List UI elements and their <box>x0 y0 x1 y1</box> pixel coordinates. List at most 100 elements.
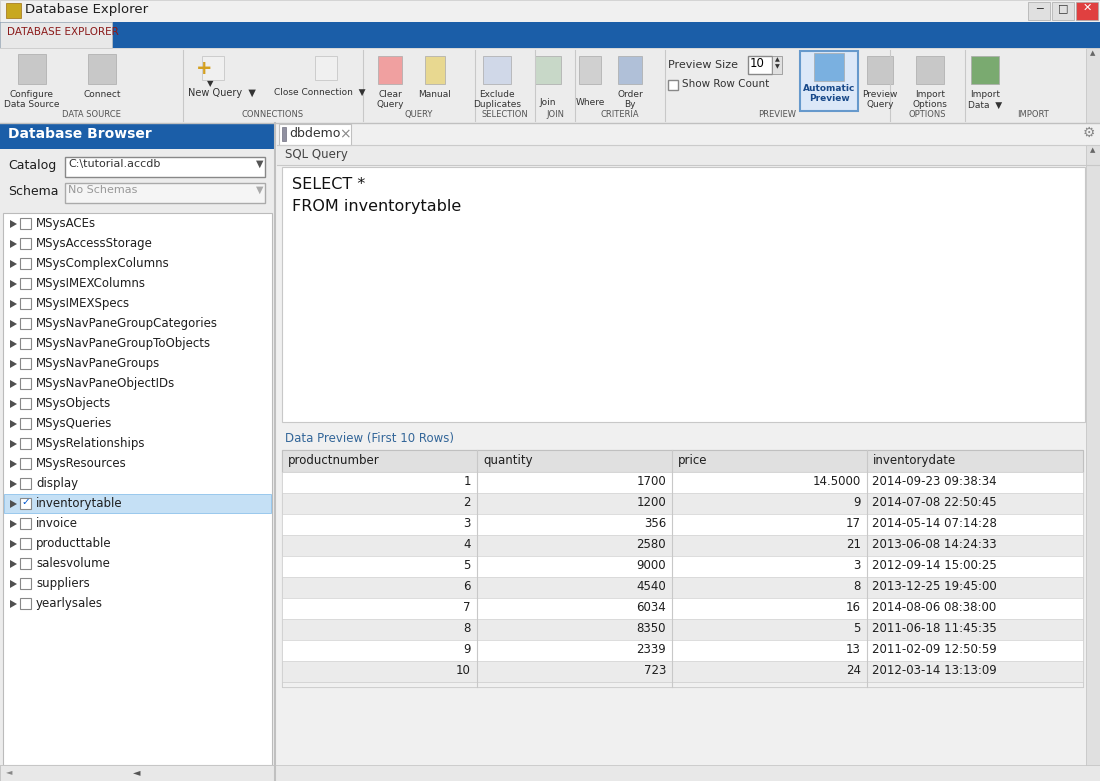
Bar <box>0 22 1100 48</box>
Text: salesvolume: salesvolume <box>36 557 110 570</box>
Bar <box>20 498 31 509</box>
Text: 9000: 9000 <box>637 559 666 572</box>
Text: MSysQueries: MSysQueries <box>36 417 112 430</box>
Text: QUERY: QUERY <box>405 110 433 119</box>
Bar <box>20 578 31 589</box>
Text: 3: 3 <box>854 559 861 572</box>
Bar <box>668 80 678 90</box>
Text: inventorytable: inventorytable <box>36 497 122 510</box>
Text: PREVIEW: PREVIEW <box>759 110 796 119</box>
Text: Show Row Count: Show Row Count <box>682 79 769 89</box>
Bar <box>20 278 31 289</box>
Bar <box>535 56 561 84</box>
Bar <box>0 765 275 781</box>
Text: Import
Data  ▼: Import Data ▼ <box>968 90 1002 109</box>
Text: 2012-09-14 15:00:25: 2012-09-14 15:00:25 <box>872 559 997 572</box>
Text: 723: 723 <box>644 664 666 677</box>
Bar <box>282 577 1084 598</box>
Text: yearlysales: yearlysales <box>36 597 103 610</box>
Text: Automatic
Preview: Automatic Preview <box>803 84 855 103</box>
Bar <box>4 494 271 513</box>
Bar <box>971 56 999 84</box>
Bar <box>20 438 31 449</box>
Text: SQL Query: SQL Query <box>285 148 348 161</box>
Text: 3: 3 <box>463 517 471 530</box>
Bar <box>579 56 601 84</box>
Bar <box>20 398 31 409</box>
Bar <box>20 298 31 309</box>
Text: ▼: ▼ <box>256 159 264 169</box>
Text: ▼: ▼ <box>774 64 780 69</box>
Bar <box>282 661 1084 682</box>
Bar <box>282 619 1084 640</box>
Text: 2011-06-18 11:45:35: 2011-06-18 11:45:35 <box>872 622 997 635</box>
Polygon shape <box>10 540 16 548</box>
Bar <box>20 358 31 369</box>
Bar <box>20 538 31 549</box>
Polygon shape <box>10 500 16 508</box>
Text: MSysAccessStorage: MSysAccessStorage <box>36 237 153 250</box>
Text: Schema: Schema <box>8 185 58 198</box>
Text: Exclude
Duplicates: Exclude Duplicates <box>473 90 521 109</box>
Polygon shape <box>10 460 16 468</box>
Text: Clear
Query: Clear Query <box>376 90 404 109</box>
Text: 2013-12-25 19:45:00: 2013-12-25 19:45:00 <box>872 580 997 593</box>
Text: SELECTION: SELECTION <box>482 110 528 119</box>
Text: Preview Size: Preview Size <box>668 60 738 70</box>
Text: Data Preview (First 10 Rows): Data Preview (First 10 Rows) <box>285 432 454 445</box>
Text: MSysNavPaneGroupCategories: MSysNavPaneGroupCategories <box>36 317 218 330</box>
Text: 2339: 2339 <box>636 643 666 656</box>
Polygon shape <box>10 360 16 368</box>
Text: ▼: ▼ <box>256 185 264 195</box>
Text: 13: 13 <box>846 643 861 656</box>
Bar <box>20 478 31 489</box>
Bar <box>800 51 858 111</box>
Bar <box>20 218 31 229</box>
Bar <box>88 54 116 84</box>
Text: MSysNavPaneObjectIDs: MSysNavPaneObjectIDs <box>36 377 175 390</box>
Bar <box>20 378 31 389</box>
Polygon shape <box>10 580 16 588</box>
Bar <box>1086 48 1100 123</box>
Bar <box>277 145 1100 165</box>
Text: productnumber: productnumber <box>288 454 379 467</box>
Text: 1: 1 <box>463 475 471 488</box>
Polygon shape <box>10 440 16 448</box>
Bar <box>867 56 893 84</box>
Text: ◄: ◄ <box>6 767 12 776</box>
Bar <box>282 640 1084 661</box>
Bar <box>425 56 446 84</box>
Polygon shape <box>10 420 16 428</box>
Text: New Query  ▼: New Query ▼ <box>188 88 256 98</box>
Text: 1700: 1700 <box>636 475 666 488</box>
Text: 4540: 4540 <box>636 580 666 593</box>
Text: ✕: ✕ <box>1082 3 1091 13</box>
Bar <box>483 56 512 84</box>
Text: ▲: ▲ <box>774 57 780 62</box>
Text: +: + <box>196 59 212 78</box>
Text: quantity: quantity <box>483 454 532 467</box>
Text: 8350: 8350 <box>637 622 666 635</box>
Bar <box>20 318 31 329</box>
Text: invoice: invoice <box>36 517 78 530</box>
Text: DATABASE EXPLORER: DATABASE EXPLORER <box>7 27 119 37</box>
Text: ⚙: ⚙ <box>1084 126 1096 140</box>
Text: 5: 5 <box>463 559 471 572</box>
Text: 2: 2 <box>463 496 471 509</box>
Text: Import
Options: Import Options <box>913 90 947 109</box>
Bar <box>1028 2 1050 20</box>
Polygon shape <box>10 260 16 268</box>
Text: display: display <box>36 477 78 490</box>
Text: Catalog: Catalog <box>8 159 56 172</box>
Text: Manual: Manual <box>419 90 451 99</box>
Text: suppliers: suppliers <box>36 577 90 590</box>
Text: 2014-05-14 07:14:28: 2014-05-14 07:14:28 <box>872 517 997 530</box>
Bar <box>20 258 31 269</box>
Bar <box>282 450 1084 687</box>
Bar <box>282 514 1084 535</box>
Text: 24: 24 <box>846 664 861 677</box>
Text: 2011-02-09 12:50:59: 2011-02-09 12:50:59 <box>872 643 997 656</box>
Text: IMPORT: IMPORT <box>1016 110 1048 119</box>
Bar <box>282 535 1084 556</box>
Text: ✓: ✓ <box>21 497 30 507</box>
